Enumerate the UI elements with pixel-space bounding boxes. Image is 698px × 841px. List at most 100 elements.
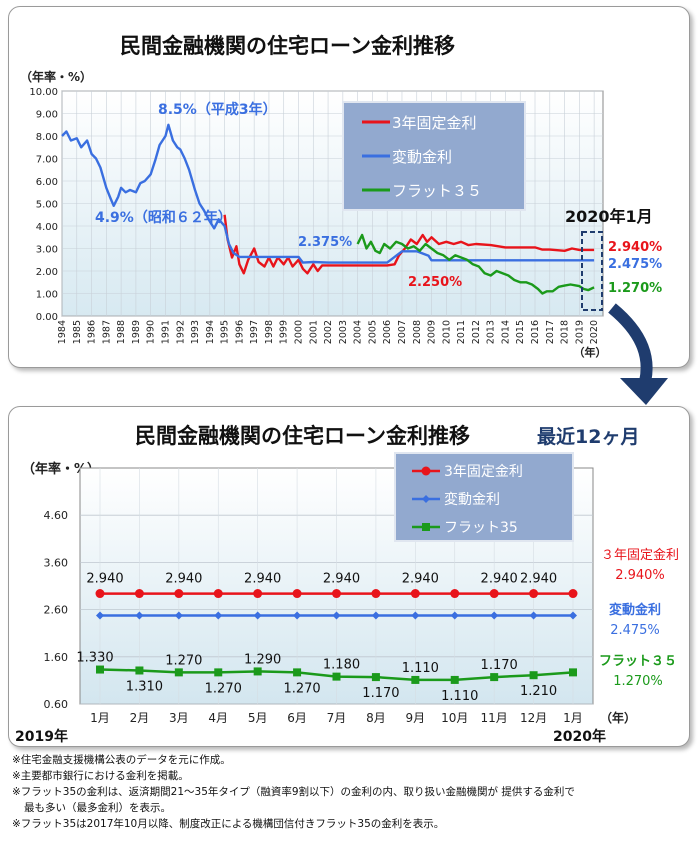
y-tick-label: 8.00: [36, 132, 58, 143]
x-tick-label: 2008: [412, 320, 423, 344]
x-tick-label: 3月: [169, 711, 189, 725]
legend-label: フラット３５: [392, 182, 482, 200]
x-tick-label: 1989: [131, 320, 142, 344]
y-tick-label: 9.00: [36, 110, 58, 121]
x-tick-label: 2月: [130, 711, 150, 725]
marker-flat35: [450, 675, 459, 684]
marker-flat35: [490, 673, 499, 682]
x-tick-label: 1984: [57, 320, 68, 344]
right-label-variable-value: 2.475%: [610, 623, 660, 638]
y-tick-label: 1.60: [44, 651, 69, 664]
right-label-flat35-name: フラット３５: [599, 654, 677, 669]
y-tick-label: 3.60: [44, 556, 69, 569]
x-tick-label: 10月: [441, 711, 468, 725]
marker-flat35: [529, 671, 538, 680]
legend-label: 変動金利: [444, 491, 500, 508]
legend-label: 3年固定金利: [392, 114, 477, 132]
series-line-variable: [61, 123, 595, 264]
right-label-flat35-value: 1.270%: [613, 674, 663, 689]
series-line-flat35: [356, 233, 595, 295]
annotation-2375: 2.375%: [298, 235, 352, 250]
marker-flat35: [174, 668, 183, 677]
end-value-variable: 2.475%: [608, 257, 662, 272]
x-tick-label: 2004: [353, 320, 364, 344]
marker-variable: [214, 611, 223, 620]
annotation-2250: 2.250%: [408, 275, 462, 290]
x-tick-label: 1993: [190, 320, 201, 344]
x-tick-label: 9月: [406, 711, 426, 725]
data-label-flat35: 1.110: [402, 661, 439, 676]
x-tick-label: 1991: [160, 320, 171, 344]
x-tick-label: 1998: [264, 320, 275, 344]
data-label-fixed: 2.940: [86, 572, 123, 587]
marker-variable: [253, 611, 262, 620]
data-label-flat35: 1.170: [481, 658, 518, 673]
data-label-fixed: 2.940: [244, 572, 281, 587]
y-tick-label: 0.60: [44, 698, 69, 711]
y-tick-label: 0.00: [36, 312, 58, 323]
x-tick-label: 1992: [175, 320, 186, 344]
x-tick-label: 2015: [515, 320, 526, 344]
long-term-chart: 0.00 1.00 2.00 3.00 4.00 5.00 6.00 7.00 8.00 9.00…: [29, 87, 662, 359]
peak-annotation: 8.5%（平成3年）: [158, 101, 277, 118]
y-tick-label: 10.00: [29, 87, 58, 98]
x-tick-label: 1999: [279, 320, 290, 344]
marker-fixed: [450, 589, 460, 599]
x-tick-label: 2003: [338, 320, 349, 344]
data-label-fixed: 2.940: [481, 572, 518, 587]
x-tick-label: 2020: [589, 320, 600, 344]
marker-variable: [371, 611, 380, 620]
bottom-chart-title: 民間金融機関の住宅ローン金利推移: [135, 424, 470, 448]
x-tick-label: 5月: [248, 711, 268, 725]
marker-flat35: [253, 667, 262, 676]
marker-fixed: [410, 589, 420, 599]
footnote-4: ※フラット35は2017年10月以降、制度改正による機構団信付きフラット35の金…: [12, 818, 445, 830]
x-tick-label: 1988: [116, 320, 127, 344]
y-tick-label: 7.00: [36, 155, 58, 166]
marker-fixed: [95, 589, 105, 599]
x-tick-label: 1月: [563, 711, 583, 725]
marker-fixed: [568, 589, 578, 599]
x-tick-label: 1987: [101, 320, 112, 344]
arrow-shaft: [608, 303, 653, 384]
year-start-label: 2019年: [15, 728, 68, 745]
footnote-3: ※フラット35の金利は、返済期間21～35年タイプ（融資率9割以下）の金利の内、…: [12, 786, 575, 798]
highlight-box: [581, 231, 603, 311]
legend-label: 変動金利: [392, 148, 452, 166]
marker-fixed: [489, 589, 499, 599]
x-unit-label: （年）: [574, 345, 607, 359]
x-tick-label: 11月: [481, 711, 508, 725]
y-tick-label: 1.00: [36, 290, 58, 301]
x-tick-label: 2017: [545, 320, 556, 344]
year-end-label: 2020年: [553, 728, 606, 745]
low-annotation: 4.9%（昭和６２年）: [95, 209, 232, 226]
marker-variable: [135, 611, 144, 620]
x-tick-label: 2011: [456, 320, 467, 344]
x-tick-label: 1985: [72, 320, 83, 344]
marker-variable: [96, 611, 104, 620]
y-tick-label: 2.60: [44, 604, 69, 617]
x-tick-label: 2005: [367, 320, 378, 344]
data-label-fixed: 2.940: [402, 572, 439, 587]
top-chart-title: 民間金融機関の住宅ローン金利推移: [120, 34, 455, 58]
marker-variable: [529, 611, 538, 620]
marker-fixed: [371, 589, 381, 599]
footnote-1: ※住宅金融支援機構公表のデータを元に作成。: [12, 754, 231, 766]
y-tick-label: 3.00: [36, 245, 58, 256]
footnote-3-cont: 最も多い（最多金利）を表示。: [24, 802, 171, 814]
x-tick-label: 2018: [560, 320, 571, 344]
legend-label: 3年固定金利: [444, 464, 523, 480]
data-label-flat35: 1.290: [244, 652, 281, 667]
date-label: 2020年1月: [565, 207, 653, 226]
top-y-unit: （年率・%）: [20, 70, 93, 84]
marker-flat35: [411, 675, 420, 684]
legend-marker: [422, 495, 430, 503]
legend-label: フラット35: [444, 520, 518, 536]
x-tick-label: 2002: [323, 320, 334, 344]
footnote-2: ※主要都市銀行における金利を掲載。: [12, 770, 189, 782]
x-tick-label: 1994: [205, 320, 216, 344]
data-label-fixed: 2.940: [323, 572, 360, 587]
marker-fixed: [529, 589, 539, 599]
marker-fixed: [174, 589, 184, 599]
x-tick-label: 2009: [427, 320, 438, 344]
